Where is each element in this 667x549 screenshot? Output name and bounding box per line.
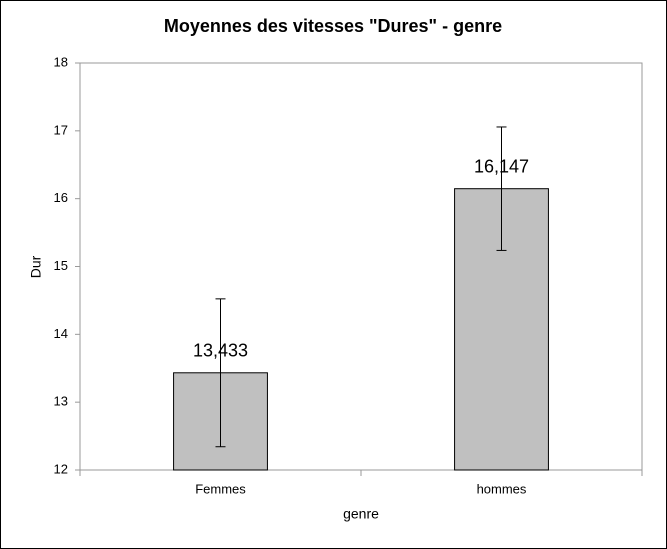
- chart-title: Moyennes des vitesses "Dures" - genre: [164, 16, 502, 36]
- y-axis-label: Dur: [28, 255, 44, 278]
- y-tick-label: 16: [54, 190, 68, 205]
- x-axis-label: genre: [343, 506, 379, 522]
- y-tick-label: 18: [54, 54, 68, 69]
- y-tick-label: 12: [54, 461, 68, 476]
- value-label: 13,433: [193, 341, 248, 361]
- x-tick-label: hommes: [477, 481, 527, 496]
- y-tick-label: 17: [54, 122, 68, 137]
- y-tick-label: 14: [54, 326, 68, 341]
- y-tick-label: 15: [54, 258, 68, 273]
- value-label: 16,147: [474, 156, 529, 176]
- x-tick-label: Femmes: [195, 481, 246, 496]
- y-tick-label: 13: [54, 394, 68, 409]
